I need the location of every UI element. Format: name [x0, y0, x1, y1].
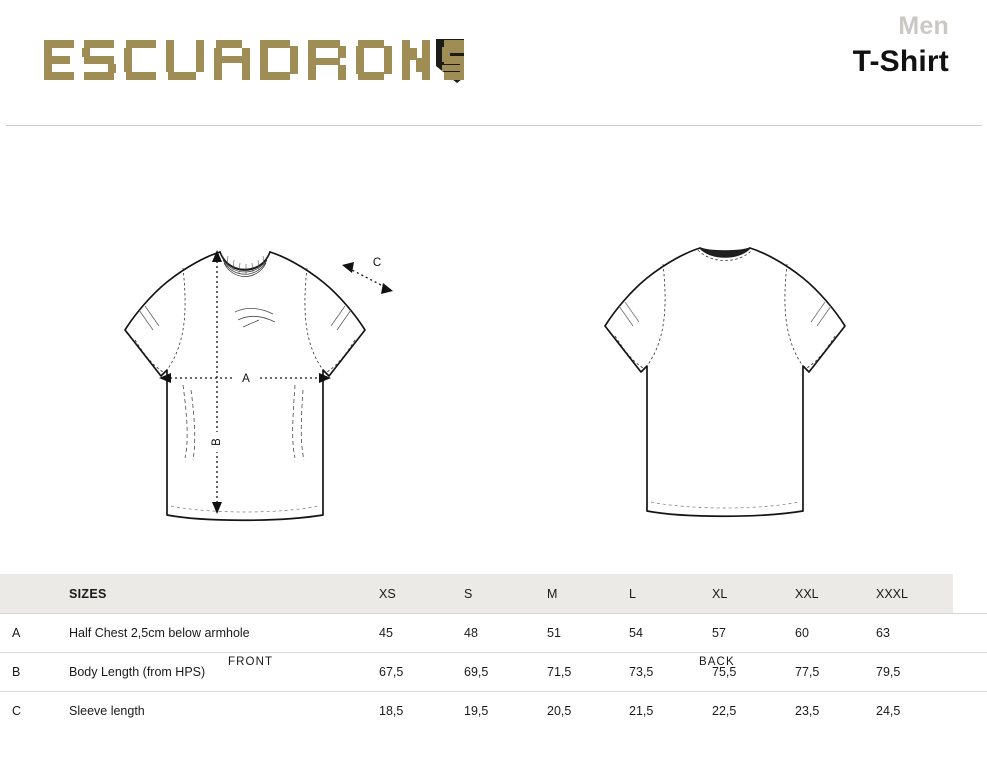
page-title: T-Shirt	[852, 45, 949, 78]
table-row: A Half Chest 2,5cm below armhole 45 48 5…	[0, 613, 987, 652]
measurement-label-b: B	[211, 438, 223, 446]
header-divider	[6, 125, 982, 126]
row-value-s: 19,5	[464, 704, 489, 718]
row-value-xl: 75,5	[712, 665, 737, 679]
row-value-xxxl: 79,5	[876, 665, 901, 679]
table-header-row: SIZES XS S M L XL XXL XXXL	[0, 574, 987, 613]
size-table: SIZES XS S M L XL XXL XXXL A Half Chest …	[0, 574, 987, 730]
measurement-label-a: A	[242, 373, 250, 385]
row-value-s: 48	[464, 626, 478, 640]
table-header-background	[0, 574, 953, 613]
measurement-arrow-a: A	[159, 370, 331, 386]
column-header-xxl: XXL	[795, 586, 819, 601]
garment-illustrations: A B C	[0, 150, 987, 668]
row-value-m: 51	[547, 626, 561, 640]
row-value-xxl: 60	[795, 626, 809, 640]
neckband	[699, 247, 751, 258]
measurement-label-c: C	[373, 257, 381, 269]
row-value-m: 71,5	[547, 665, 572, 679]
escuadrones-logo-icon	[44, 39, 464, 83]
row-value-xxl: 23,5	[795, 704, 820, 718]
row-value-xxxl: 63	[876, 626, 890, 640]
row-value-l: 54	[629, 626, 643, 640]
row-value-l: 21,5	[629, 704, 654, 718]
page-header: Men T-Shirt	[0, 0, 987, 126]
brand-logo	[44, 38, 464, 84]
row-value-xl: 22,5	[712, 704, 737, 718]
row-label: Body Length (from HPS)	[69, 665, 206, 679]
row-value-xxxl: 24,5	[876, 704, 901, 718]
column-header-sizes: SIZES	[69, 586, 107, 601]
row-key: A	[12, 626, 21, 640]
measurement-arrow-b: B	[207, 250, 227, 514]
measurement-arrow-c: C	[342, 257, 393, 294]
row-value-xxl: 77,5	[795, 665, 820, 679]
garment-category: Men	[898, 12, 949, 40]
column-header-l: L	[629, 586, 636, 601]
back-caption: BACK	[699, 656, 735, 668]
front-caption: FRONT	[228, 656, 274, 668]
row-key: C	[12, 704, 22, 718]
column-header-xxxl: XXXL	[876, 586, 908, 601]
column-header-s: S	[464, 586, 473, 601]
row-value-l: 73,5	[629, 665, 654, 679]
table-row: C Sleeve length 18,5 19,5 20,5 21,5 22,5…	[0, 691, 987, 730]
column-header-xs: XS	[379, 586, 396, 601]
row-value-m: 20,5	[547, 704, 572, 718]
row-value-xs: 45	[379, 626, 393, 640]
row-label: Sleeve length	[69, 704, 145, 718]
row-key: B	[12, 665, 21, 679]
column-header-m: M	[547, 586, 558, 601]
column-header-xl: XL	[712, 586, 728, 601]
front-view-illustration: A B C	[95, 190, 435, 535]
row-value-xl: 57	[712, 626, 726, 640]
row-label: Half Chest 2,5cm below armhole	[69, 626, 250, 640]
table-row: B Body Length (from HPS) 67,5 69,5 71,5 …	[0, 652, 987, 691]
page-title-block: Men T-Shirt	[853, 14, 949, 77]
row-value-xs: 18,5	[379, 704, 404, 718]
back-view-illustration	[575, 190, 915, 535]
row-value-xs: 67,5	[379, 665, 404, 679]
row-value-s: 69,5	[464, 665, 489, 679]
